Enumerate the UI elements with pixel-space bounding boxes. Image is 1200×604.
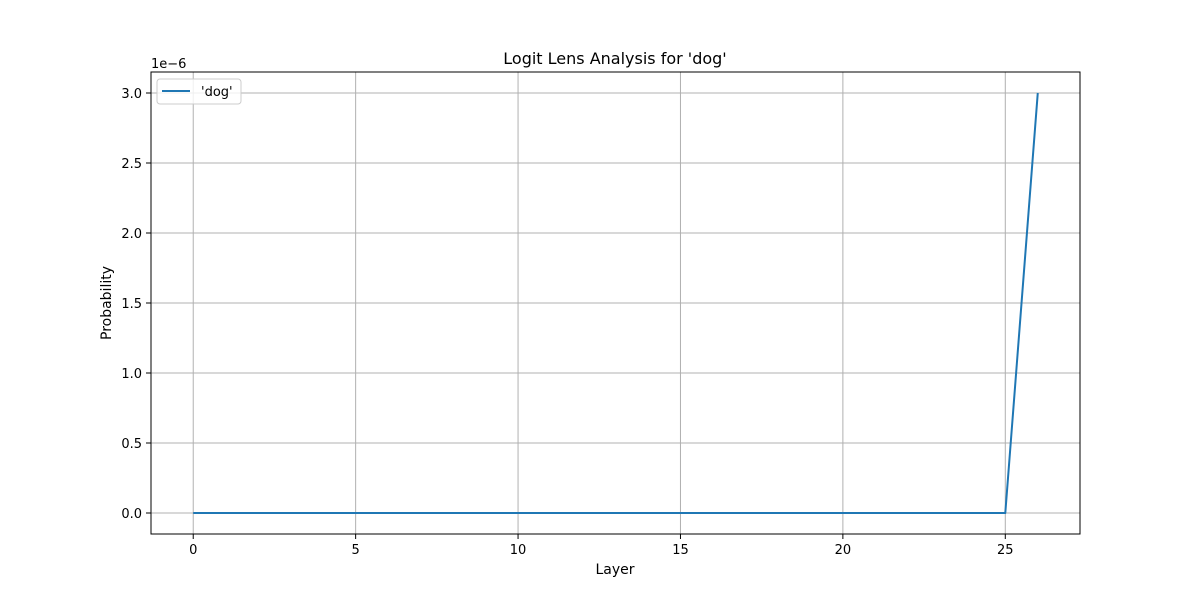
x-tick-label: 25 — [997, 543, 1014, 558]
x-tick-label: 20 — [835, 543, 852, 558]
y-tick-label: 2.5 — [121, 157, 142, 172]
y-tick-label: 1.5 — [121, 297, 142, 312]
y-tick-label: 3.0 — [121, 87, 142, 102]
legend-box — [156, 78, 242, 105]
y-tick-label: 1.0 — [121, 367, 142, 382]
x-axis-ticks: 0 5 10 15 20 25 — [189, 534, 1014, 558]
y-tick-label: 2.0 — [121, 227, 142, 242]
legend-label: 'dog' — [201, 85, 233, 100]
x-axis-label: Layer — [595, 562, 634, 578]
series-layer — [193, 92, 1039, 514]
legend: 'dog' — [156, 78, 242, 105]
y-axis-offset-label: 1e−6 — [151, 57, 186, 72]
chart-title: Logit Lens Analysis for 'dog' — [503, 49, 726, 68]
y-axis-label: Probability — [99, 266, 115, 340]
x-tick-label: 10 — [510, 543, 527, 558]
y-axis-ticks: 0.0 0.5 1.0 1.5 2.0 2.5 3.0 — [121, 87, 151, 522]
series-line — [193, 92, 1039, 514]
x-tick-label: 0 — [189, 543, 197, 558]
y-tick-label: 0.5 — [121, 437, 142, 452]
x-tick-label: 15 — [672, 543, 689, 558]
x-tick-label: 5 — [351, 543, 359, 558]
y-tick-label: 0.0 — [121, 507, 142, 522]
